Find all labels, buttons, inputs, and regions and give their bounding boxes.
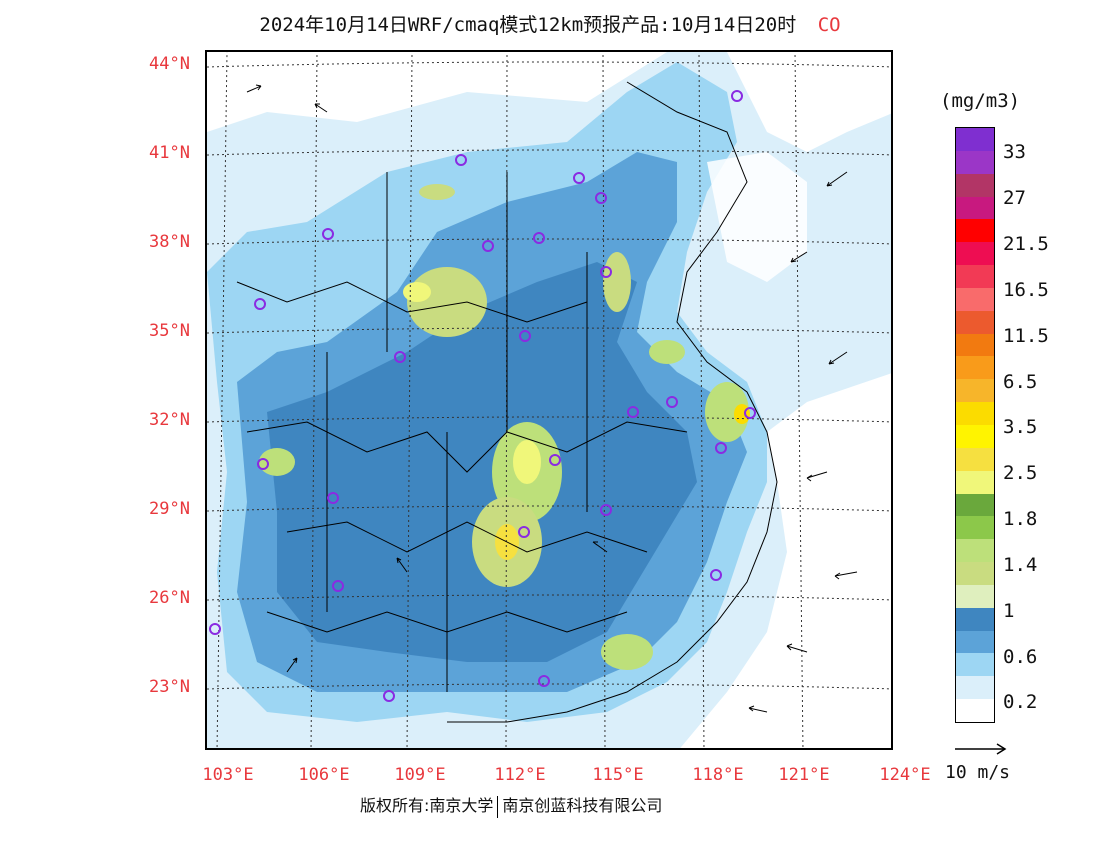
legend-swatch	[956, 356, 994, 380]
concentration-map	[207, 52, 891, 748]
lon-label-112: 112°E	[494, 765, 546, 785]
legend-swatch	[956, 584, 994, 608]
map-title: 2024年10月14日WRF/cmaq模式12km预报产品:10月14日20时 …	[0, 10, 1100, 37]
copyright-partner: 南京创蓝科技有限公司	[502, 796, 663, 815]
legend-swatch	[956, 333, 994, 357]
graticule	[207, 52, 891, 748]
legend-swatch	[956, 653, 994, 677]
copyright-owner: 版权所有:南京大学	[360, 796, 494, 815]
legend-swatch	[956, 310, 994, 334]
lon-label-118: 118°E	[692, 765, 744, 785]
lat-label-29: 29°N	[149, 499, 190, 519]
lon-label-115: 115°E	[592, 765, 644, 785]
lon-label-103: 103°E	[202, 765, 254, 785]
copyright-footer: 版权所有:南京大学 南京创蓝科技有限公司	[360, 792, 662, 818]
legend-label-3-5: 3.5	[1003, 416, 1038, 438]
legend-label-16-5: 16.5	[1003, 279, 1049, 301]
legend-label-11-5: 11.5	[1003, 325, 1049, 347]
legend-swatch	[956, 196, 994, 220]
title-text: 2024年10月14日WRF/cmaq模式12km预报产品:10月14日20时	[259, 14, 797, 36]
city-markers	[209, 90, 756, 702]
legend-swatch	[956, 150, 994, 174]
legend-swatch	[956, 287, 994, 311]
legend-swatch	[956, 539, 994, 563]
lon-label-124: 124°E	[879, 765, 931, 785]
legend-label-0-2: 0.2	[1003, 691, 1038, 713]
legend-swatch	[956, 219, 994, 243]
pollutant-label: CO	[817, 14, 841, 36]
lon-label-106: 106°E	[298, 765, 350, 785]
wind-vectors	[246, 84, 858, 713]
lat-label-32: 32°N	[149, 410, 190, 430]
lon-label-121: 121°E	[778, 765, 830, 785]
legend-swatch	[956, 699, 994, 722]
legend-swatch	[956, 128, 994, 151]
legend-swatch	[956, 379, 994, 403]
legend-swatch	[956, 265, 994, 288]
legend-swatch	[956, 242, 994, 266]
legend-label-0-6: 0.6	[1003, 646, 1038, 668]
legend-label-1: 1	[1003, 600, 1015, 622]
map-frame	[205, 50, 893, 750]
legend-unit: (mg/m3)	[940, 90, 1021, 112]
legend-label-2-5: 2.5	[1003, 462, 1038, 484]
wind-reference-label: 10 m/s	[945, 762, 1011, 783]
legend-swatch	[956, 424, 994, 448]
lat-label-35: 35°N	[149, 321, 190, 341]
lon-label-109: 109°E	[394, 765, 446, 785]
wind-reference-arrow	[955, 743, 1007, 755]
legend-swatch	[956, 173, 994, 197]
legend-label-27: 27	[1003, 187, 1026, 209]
legend-label-1-4: 1.4	[1003, 554, 1038, 576]
legend-swatch	[956, 470, 994, 494]
concentration-field	[207, 52, 891, 748]
legend-label-1-8: 1.8	[1003, 508, 1038, 530]
lat-label-41: 41°N	[149, 143, 190, 163]
legend-swatch	[956, 447, 994, 471]
legend-swatch	[956, 676, 994, 700]
legend-label-6-5: 6.5	[1003, 371, 1038, 393]
legend-label-21-5: 21.5	[1003, 233, 1049, 255]
legend-swatch	[956, 630, 994, 654]
legend-swatch	[956, 562, 994, 585]
lat-label-23: 23°N	[149, 677, 190, 697]
legend-swatch	[956, 516, 994, 540]
copyright-separator	[497, 795, 499, 818]
legend-colorbar	[955, 127, 995, 723]
legend-label-33: 33	[1003, 141, 1026, 163]
lat-label-38: 38°N	[149, 232, 190, 252]
lat-label-26: 26°N	[149, 588, 190, 608]
boundaries	[236, 81, 778, 723]
legend-swatch	[956, 493, 994, 517]
lat-label-44: 44°N	[149, 54, 190, 74]
legend-swatch	[956, 402, 994, 425]
legend-swatch	[956, 607, 994, 631]
